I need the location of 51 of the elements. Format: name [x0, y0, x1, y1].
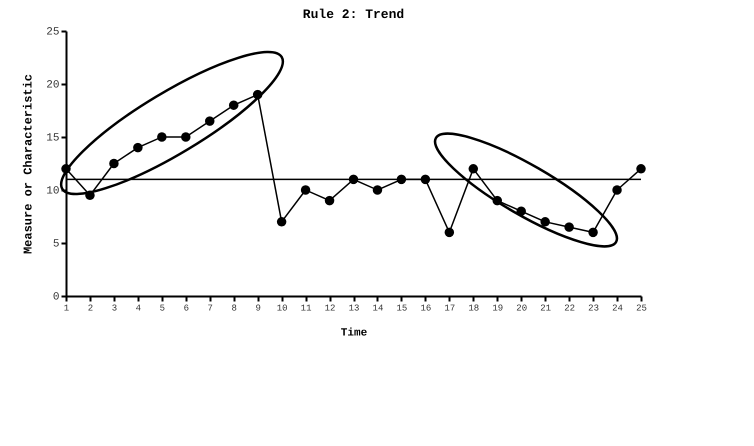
chart-title: Rule 2: Trend: [302, 7, 404, 22]
x-tick-label: 15: [396, 304, 408, 314]
point: [468, 164, 478, 174]
point: [276, 217, 286, 227]
y-tick-label: 20: [46, 80, 60, 92]
x-tick-label: 21: [540, 304, 552, 314]
x-tick-label: 2: [88, 304, 94, 314]
y-tick-label: 15: [46, 132, 60, 144]
x-tick-label: 9: [255, 304, 261, 314]
point: [133, 142, 143, 152]
x-tick-label: 24: [612, 304, 623, 314]
x-tick-label: 16: [420, 304, 432, 314]
x-tick-label: 14: [372, 304, 384, 314]
point: [564, 222, 574, 232]
point: [205, 116, 214, 126]
point: [181, 132, 191, 142]
point: [228, 100, 238, 110]
point: [588, 228, 598, 238]
point: [109, 158, 119, 168]
x-tick-label: 12: [324, 304, 336, 314]
x-tick-label: 10: [276, 304, 288, 314]
y-axis-title: Measure or Characteristic: [21, 74, 36, 254]
point: [372, 185, 382, 195]
y-tick-label: 0: [52, 292, 60, 304]
x-tick-label: 18: [468, 304, 480, 314]
x-tick-label: 4: [136, 304, 142, 314]
y-tick-label: 10: [46, 186, 60, 198]
x-tick-label: 25: [636, 304, 647, 314]
y-tick-label: 5: [52, 238, 60, 250]
x-tick-label: 20: [516, 304, 528, 314]
y-tick-label: 25: [46, 26, 60, 38]
point: [636, 164, 646, 174]
point: [444, 228, 454, 238]
x-tick-label: 22: [564, 304, 576, 314]
x-tick-label: 11: [300, 304, 312, 314]
x-tick-label: 6: [184, 304, 189, 314]
point: [300, 185, 310, 195]
point: [612, 185, 622, 195]
x-tick-label: 5: [160, 304, 166, 314]
point: [324, 196, 334, 206]
point: [157, 132, 167, 142]
x-tick-label: 1: [64, 304, 70, 314]
x-tick-label: 23: [588, 304, 599, 314]
x-tick-label: 8: [232, 304, 237, 314]
x-tick-label: 7: [208, 304, 213, 314]
x-tick-label: 19: [492, 304, 504, 314]
point: [540, 217, 550, 227]
x-tick-label: 3: [112, 304, 118, 314]
x-tick-label: 13: [348, 304, 360, 314]
x-axis-title: Time: [340, 328, 368, 340]
x-tick-label: 17: [444, 304, 456, 314]
